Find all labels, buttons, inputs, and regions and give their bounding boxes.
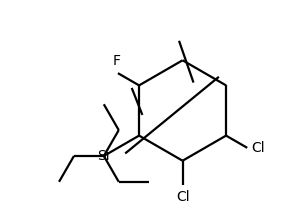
Text: Cl: Cl (251, 141, 265, 155)
Text: Cl: Cl (176, 190, 189, 204)
Text: Si: Si (98, 149, 110, 163)
Text: F: F (112, 54, 121, 68)
